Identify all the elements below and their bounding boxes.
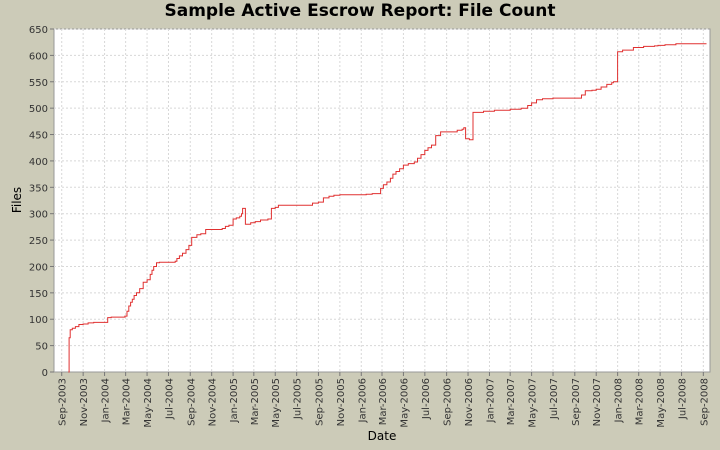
x-tick-label: Jan-2007 (485, 378, 496, 423)
x-axis: Sep-2003 Nov-2003 Jan-2004 Mar-2004 May-2004… (58, 372, 710, 428)
y-axis-label: Files (10, 187, 24, 213)
x-tick-label: Jul-2006 (421, 378, 432, 420)
y-tick-label: 450 (29, 131, 48, 142)
x-tick-label: Sep-2007 (571, 378, 582, 426)
x-tick-label: Mar-2008 (635, 378, 646, 425)
y-tick-label: 550 (29, 78, 48, 89)
y-tick-label: 300 (29, 210, 48, 221)
x-tick-label: Jan-2008 (614, 378, 625, 423)
x-tick-label: May-2006 (399, 378, 410, 428)
y-tick-label: 0 (42, 368, 48, 379)
y-tick-label: 250 (29, 236, 48, 247)
y-tick-label: 400 (29, 157, 48, 168)
y-tick-label: 600 (29, 51, 48, 62)
x-tick-label: Mar-2005 (250, 378, 261, 425)
chart-title: Sample Active Escrow Report: File Count (164, 1, 556, 21)
x-tick-label: Jul-2007 (549, 378, 560, 420)
x-tick-label: Sep-2006 (443, 378, 454, 426)
x-tick-label: May-2004 (143, 378, 154, 428)
x-tick-label: Nov-2004 (208, 378, 219, 426)
x-tick-label: Sep-2008 (699, 378, 710, 426)
x-tick-label: Nov-2007 (592, 378, 603, 426)
y-tick-label: 100 (29, 315, 48, 326)
y-tick-label: 200 (29, 262, 48, 273)
y-tick-label: 500 (29, 104, 48, 115)
y-tick-label: 350 (29, 183, 48, 194)
y-tick-label: 50 (35, 342, 48, 353)
y-axis: 0 50 100 150 200 250 300 350 400 450 500 550 600 650 (29, 25, 54, 379)
x-tick-label: Mar-2007 (506, 378, 517, 425)
grid-lines (54, 28, 710, 372)
x-tick-label: Jan-2004 (101, 378, 112, 423)
x-tick-label: Mar-2006 (378, 378, 389, 425)
x-axis-label: Date (368, 429, 397, 443)
x-tick-label: Nov-2006 (464, 378, 475, 426)
y-tick-label: 150 (29, 289, 48, 300)
x-tick-label: Sep-2005 (314, 378, 325, 426)
plot-area (53, 28, 711, 373)
x-tick-label: Jul-2005 (293, 378, 304, 420)
y-tick-label: 650 (29, 25, 48, 36)
x-tick-label: Nov-2003 (79, 378, 90, 426)
x-tick-label: Jan-2006 (357, 378, 368, 423)
series-line (68, 43, 707, 373)
x-tick-label: Jan-2005 (229, 378, 240, 423)
x-tick-label: Sep-2003 (58, 378, 69, 426)
x-tick-label: Sep-2004 (186, 378, 197, 426)
x-tick-label: Mar-2004 (122, 378, 133, 425)
x-tick-label: Jul-2008 (678, 378, 689, 420)
x-tick-label: May-2008 (656, 378, 667, 428)
x-tick-label: May-2007 (528, 378, 539, 428)
x-tick-label: Nov-2005 (336, 378, 347, 426)
x-tick-label: May-2005 (271, 378, 282, 428)
x-tick-label: Jul-2004 (164, 378, 175, 420)
